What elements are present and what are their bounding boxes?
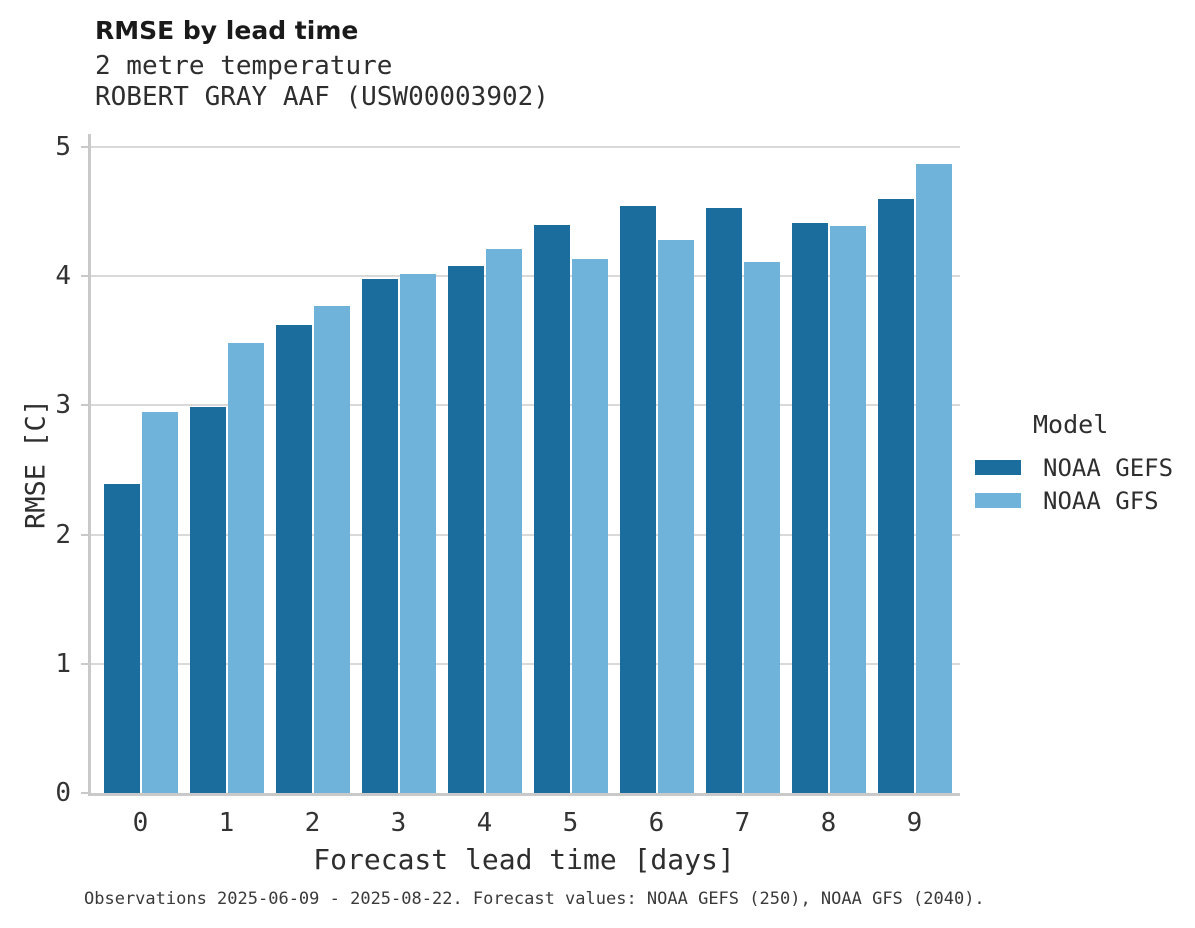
legend-title: Model xyxy=(1033,410,1109,439)
bar-gfs-lead-8 xyxy=(829,226,866,793)
subtitle-line-station: ROBERT GRAY AAF (USW00003902) xyxy=(95,82,549,112)
x-tick-label-3: 3 xyxy=(390,808,407,838)
bar-gefs-lead-1 xyxy=(189,407,226,793)
y-tick-mark-0 xyxy=(81,792,88,794)
bar-gefs-lead-0 xyxy=(103,484,140,793)
x-tick-label-6: 6 xyxy=(648,808,665,838)
footer-note: Observations 2025-06-09 - 2025-08-22. Fo… xyxy=(84,889,985,909)
y-tick-label-0: 0 xyxy=(55,778,71,808)
bar-gefs-lead-5 xyxy=(533,225,570,793)
bar-gefs-lead-3 xyxy=(361,279,398,793)
gridline-y-3 xyxy=(91,404,960,407)
bar-gefs-lead-9 xyxy=(877,199,914,793)
y-tick-mark-2 xyxy=(81,533,88,536)
y-tick-label-4: 4 xyxy=(55,261,71,292)
bar-gefs-lead-2 xyxy=(275,325,312,793)
gridline-y-4 xyxy=(91,275,960,278)
bar-gefs-lead-8 xyxy=(791,223,828,793)
x-axis-spine xyxy=(88,793,960,796)
bar-gefs-lead-6 xyxy=(619,206,656,793)
plot-area: 0 1 2 3 4 5 0 1 2 3 4 5 6 7 8 9 xyxy=(55,132,960,838)
bar-gefs-lead-7 xyxy=(705,208,742,793)
y-tick-label-5: 5 xyxy=(55,132,71,162)
gridline-y-1 xyxy=(91,662,960,665)
y-tick-label-3: 3 xyxy=(55,390,71,421)
bar-gfs-lead-4 xyxy=(485,249,522,793)
bar-gfs-lead-3 xyxy=(399,274,436,793)
x-tick-label-7: 7 xyxy=(734,808,751,838)
x-tick-label-5: 5 xyxy=(562,808,579,838)
legend-entry-gefs: NOAA GEFS xyxy=(975,451,1173,484)
legend-swatch-gfs xyxy=(975,493,1021,508)
legend-entry-gfs: NOAA GFS xyxy=(975,484,1173,517)
gridline-y-5 xyxy=(91,146,960,148)
x-axis-label: Forecast lead time [days] xyxy=(313,843,735,876)
x-tick-label-2: 2 xyxy=(304,808,321,838)
x-tick-label-9: 9 xyxy=(906,808,923,838)
bar-gfs-lead-2 xyxy=(313,306,350,793)
x-tick-label-0: 0 xyxy=(132,808,149,838)
bar-gfs-lead-9 xyxy=(915,164,952,793)
y-axis-label: RMSE [C] xyxy=(20,398,52,530)
y-tick-label-1: 1 xyxy=(55,648,71,679)
subtitle-line-variable: 2 metre temperature xyxy=(95,51,393,81)
gridline-y-2 xyxy=(91,533,960,536)
bar-gfs-lead-5 xyxy=(571,259,608,793)
legend-swatch-gefs xyxy=(975,460,1021,475)
x-tick-label-8: 8 xyxy=(820,808,837,838)
legend-label-gefs: NOAA GEFS xyxy=(1043,453,1174,482)
x-tick-label-1: 1 xyxy=(218,808,235,838)
bar-gefs-lead-4 xyxy=(447,266,484,793)
x-tick-label-4: 4 xyxy=(476,808,493,838)
bar-gfs-lead-0 xyxy=(141,412,178,793)
y-tick-label-2: 2 xyxy=(55,519,71,550)
chart-subtitle: 2 metre temperature ROBERT GRAY AAF (USW… xyxy=(95,51,549,113)
y-tick-mark-1 xyxy=(81,662,88,665)
bar-gfs-lead-6 xyxy=(657,240,694,793)
y-tick-mark-4 xyxy=(81,275,88,278)
y-tick-mark-5 xyxy=(81,146,88,148)
legend-label-gfs: NOAA GFS xyxy=(1043,486,1159,515)
legend: Model NOAA GEFS NOAA GFS xyxy=(975,410,1173,517)
bar-gfs-lead-1 xyxy=(227,343,264,793)
page-title: RMSE by lead time xyxy=(95,16,359,45)
y-tick-mark-3 xyxy=(81,404,88,407)
bar-gfs-lead-7 xyxy=(743,262,780,793)
